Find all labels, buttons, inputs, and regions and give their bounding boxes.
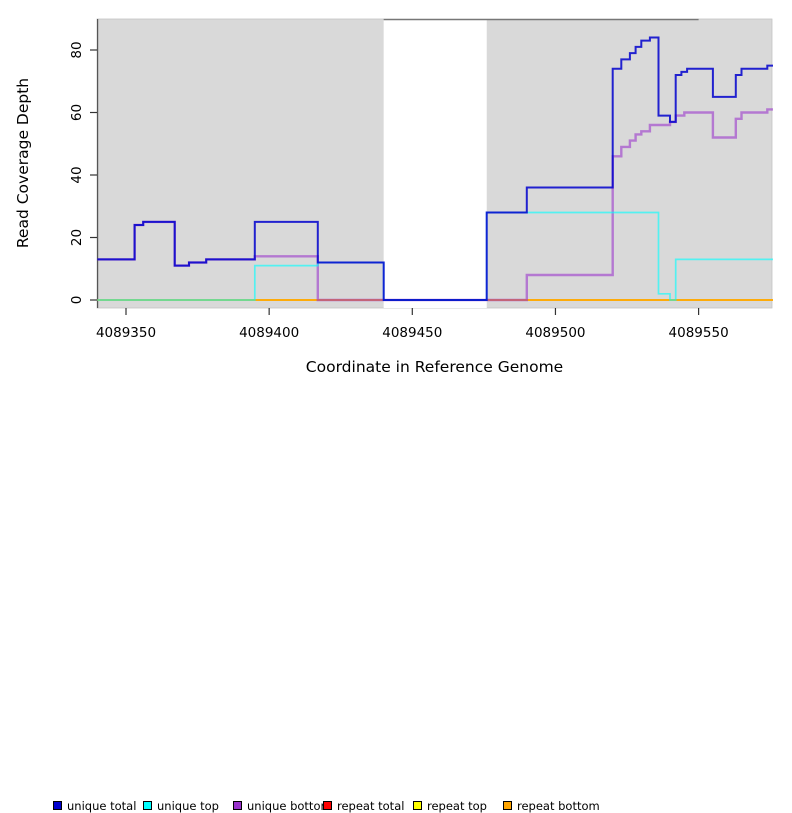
legend-label: repeat total (337, 798, 405, 813)
x-tick-label: 4089450 (382, 325, 442, 341)
y-axis-title: Read Coverage Depth (14, 78, 32, 248)
legend-item-unique-top: unique top (143, 798, 219, 813)
y-tick-label: 40 (69, 166, 85, 183)
legend-item-repeat-top: repeat top (413, 798, 487, 813)
coverage-plot-figure: 4089350 4089400 4089450 4089500 4089550 0 20 40… (0, 18, 792, 813)
legend-item-repeat-bottom: repeat bottom (503, 798, 600, 813)
x-tick-label: 4089400 (239, 325, 299, 341)
y-tick-label: 20 (69, 229, 85, 246)
y-tick-label: 80 (69, 41, 85, 58)
legend-swatch-icon (53, 801, 62, 810)
legend-swatch-icon (233, 801, 242, 810)
legend-label: repeat top (427, 798, 487, 813)
x-tick-label: 4089500 (525, 325, 585, 341)
legend-item-unique-total: unique total (53, 798, 137, 813)
masked-region (383, 20, 487, 308)
legend-item-repeat-total: repeat total (323, 798, 405, 813)
legend-label: repeat bottom (517, 798, 600, 813)
x-axis-title: Coordinate in Reference Genome (306, 358, 563, 376)
x-tick-label: 4089350 (96, 325, 156, 341)
x-tick-label: 4089550 (669, 325, 729, 341)
legend-swatch-icon (503, 801, 512, 810)
y-tick-label: 60 (69, 104, 85, 121)
legend-label: unique total (67, 798, 137, 813)
legend-swatch-icon (143, 801, 152, 810)
legend-label: unique bottom (247, 798, 332, 813)
legend-item-unique-bottom: unique bottom (233, 798, 332, 813)
legend-label: unique top (157, 798, 219, 813)
legend: unique total unique top unique bottom repea… (0, 398, 792, 813)
series-unique-total (97, 36, 773, 301)
legend-swatch-icon (323, 801, 332, 810)
y-tick-label: 0 (69, 296, 85, 305)
legend-swatch-icon (413, 801, 422, 810)
coverage-plot: 4089350 4089400 4089450 4089500 4089550 0 20 40… (14, 18, 773, 376)
